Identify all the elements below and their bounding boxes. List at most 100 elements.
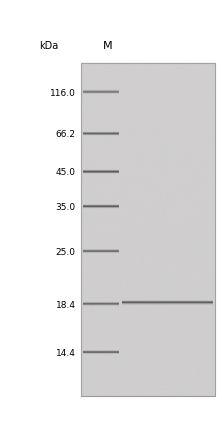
Bar: [83, 255, 119, 256]
Bar: [83, 207, 119, 208]
Text: 18.4: 18.4: [56, 300, 75, 309]
Bar: [122, 305, 213, 306]
Bar: [83, 306, 119, 307]
Bar: [122, 300, 213, 301]
Bar: [83, 348, 119, 349]
Bar: [83, 250, 119, 251]
Bar: [83, 202, 119, 203]
Bar: [83, 136, 119, 137]
Bar: [83, 350, 119, 351]
Bar: [83, 348, 119, 349]
Bar: [83, 132, 119, 133]
Bar: [83, 205, 119, 206]
Bar: [83, 169, 119, 170]
Bar: [83, 91, 119, 92]
Bar: [83, 204, 119, 205]
Text: M: M: [103, 41, 113, 51]
Bar: [83, 305, 119, 306]
Bar: [83, 304, 119, 305]
Bar: [122, 306, 213, 307]
Bar: [83, 302, 119, 303]
Bar: [83, 138, 119, 139]
Bar: [83, 170, 119, 171]
Bar: [83, 133, 119, 134]
Bar: [83, 176, 119, 177]
Bar: [83, 171, 119, 172]
Bar: [83, 208, 119, 209]
Bar: [83, 173, 119, 174]
Bar: [83, 175, 119, 176]
Bar: [83, 356, 119, 357]
Bar: [83, 90, 119, 91]
Bar: [83, 91, 119, 92]
Bar: [83, 205, 119, 206]
Bar: [83, 169, 119, 170]
Bar: [83, 202, 119, 203]
Bar: [83, 209, 119, 210]
Bar: [122, 300, 213, 301]
Bar: [83, 349, 119, 350]
Bar: [122, 301, 213, 302]
Bar: [83, 355, 119, 356]
Bar: [83, 249, 119, 250]
Bar: [83, 352, 119, 353]
Bar: [122, 303, 213, 304]
Bar: [83, 207, 119, 208]
Bar: [83, 356, 119, 357]
Bar: [83, 176, 119, 177]
Bar: [83, 349, 119, 350]
Bar: [83, 210, 119, 211]
Text: 116.0: 116.0: [50, 88, 75, 97]
Bar: [83, 88, 119, 89]
Bar: [83, 350, 119, 351]
Bar: [83, 168, 119, 169]
Bar: [83, 175, 119, 176]
Bar: [122, 297, 213, 298]
Bar: [83, 351, 119, 352]
Bar: [83, 252, 119, 253]
Bar: [83, 352, 119, 353]
Bar: [83, 349, 119, 350]
Bar: [83, 302, 119, 303]
Bar: [83, 350, 119, 351]
Bar: [122, 299, 213, 300]
Bar: [83, 171, 119, 172]
Bar: [83, 93, 119, 94]
Bar: [83, 95, 119, 96]
Bar: [122, 305, 213, 306]
Bar: [83, 303, 119, 304]
Text: 35.0: 35.0: [55, 203, 75, 212]
Bar: [83, 249, 119, 250]
Bar: [122, 304, 213, 305]
Bar: [122, 300, 213, 301]
Bar: [83, 95, 119, 96]
Bar: [83, 253, 119, 254]
Bar: [83, 89, 119, 90]
Bar: [83, 300, 119, 301]
Bar: [83, 173, 119, 174]
Bar: [83, 305, 119, 306]
Bar: [83, 135, 119, 136]
Bar: [83, 301, 119, 302]
Bar: [122, 297, 213, 298]
Bar: [83, 138, 119, 139]
Bar: [83, 135, 119, 136]
Bar: [83, 255, 119, 256]
Bar: [83, 304, 119, 305]
Bar: [83, 354, 119, 355]
Bar: [83, 351, 119, 352]
Bar: [83, 171, 119, 172]
Bar: [83, 252, 119, 253]
Bar: [83, 169, 119, 170]
Bar: [83, 211, 119, 212]
Bar: [83, 94, 119, 95]
Bar: [83, 96, 119, 97]
Bar: [83, 303, 119, 304]
Bar: [83, 170, 119, 171]
Bar: [83, 88, 119, 89]
Bar: [83, 300, 119, 301]
Bar: [83, 88, 119, 89]
Bar: [83, 137, 119, 138]
Bar: [83, 137, 119, 138]
Bar: [83, 210, 119, 211]
